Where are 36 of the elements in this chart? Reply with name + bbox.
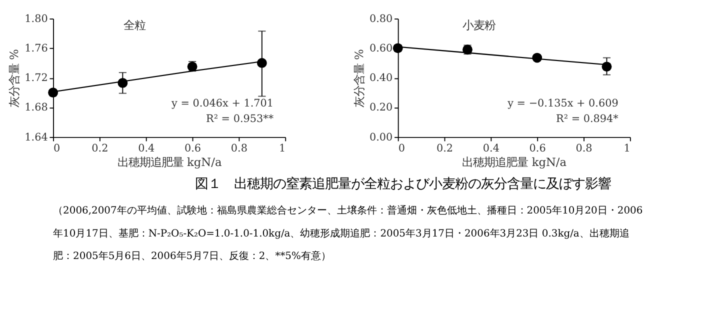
x-tick-label: 0.2 — [92, 142, 108, 155]
x-tick-label: 0.2 — [436, 142, 454, 155]
chart-title: 小麦粉 — [462, 18, 496, 32]
text: 図１ 出穂期の窒素追肥量が全粒および小麦粉の灰分含量に及ぼす影響 — [195, 176, 612, 192]
text: 年10月17日、基肥：N-P₂O₅-K₂O=1.0-1.0-1.0kg/a、幼穂形成期追肥：2005年3月17日・2006年3月23日 0.3kg/a、出穂期追 — [53, 227, 630, 240]
y-tick-label: 0.00 — [369, 131, 393, 144]
x-tick-label: 0.4 — [482, 142, 500, 155]
x-tick-label: 0.8 — [230, 142, 248, 155]
y-tick-label: 1.68 — [24, 102, 48, 114]
x-tick-label: 1 — [624, 142, 630, 155]
x-axis-title: 出穂期追肥量 kgN/a — [462, 154, 567, 169]
x-tick-label: 0.8 — [576, 142, 592, 155]
y-tick-label: 0.20 — [369, 102, 393, 114]
y-tick-label: 1.64 — [24, 131, 48, 144]
text: （2006,2007年の平均値、試験地：福島県農業総合センター、土壌条件：普通畑・灰色低地土、播種日：2005年10月20日・2006 — [53, 204, 643, 217]
x-tick-label: 0.6 — [529, 142, 546, 155]
x-tick-label: 0.6 — [184, 142, 202, 155]
x-tick-label: 1 — [278, 142, 286, 155]
y-tick-label: 0.60 — [369, 42, 393, 54]
y-axis-title: 灰分含量 % — [352, 48, 366, 108]
y-tick-label: 0.40 — [369, 72, 393, 84]
y-tick-label: 1.76 — [24, 42, 48, 54]
annotation: y = −0.135x + 0.609 — [506, 98, 618, 110]
x-tick-label: 0 — [54, 142, 60, 155]
y-axis-title: 灰分含量 % — [7, 48, 22, 108]
y-tick-label: 0.80 — [369, 12, 393, 25]
x-axis-title: 出穂期追肥量 kgN/a — [117, 154, 222, 169]
text: 肥：2005年5月6日、2006年5月7日、反復：2、**5%有意） — [53, 250, 331, 262]
annotation: R² = 0.894* — [556, 112, 620, 125]
x-tick-label: 0 — [398, 142, 405, 155]
y-tick-label: 1.72 — [24, 72, 48, 84]
annotation: R² = 0.953** — [206, 112, 274, 125]
chart-title: 全粒 — [123, 18, 146, 32]
x-tick-label: 0.4 — [138, 142, 156, 155]
y-tick-label: 1.80 — [24, 12, 48, 25]
annotation: y = 0.046x + 1.701 — [170, 98, 274, 110]
